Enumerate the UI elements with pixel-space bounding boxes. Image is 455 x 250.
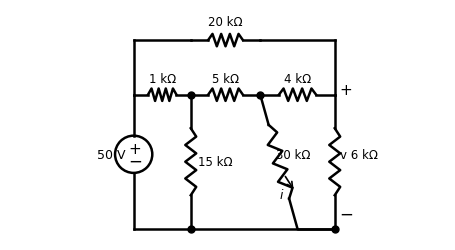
Text: 5 kΩ: 5 kΩ	[212, 72, 238, 86]
Text: −: −	[339, 205, 353, 223]
Text: −: −	[128, 152, 142, 170]
Text: +: +	[128, 141, 141, 156]
Text: 30 kΩ: 30 kΩ	[276, 148, 310, 161]
Text: 15 kΩ: 15 kΩ	[198, 156, 233, 168]
Text: 20 kΩ: 20 kΩ	[208, 16, 243, 28]
Text: v 6 kΩ: v 6 kΩ	[339, 148, 377, 161]
Text: i: i	[279, 188, 283, 201]
Text: 4 kΩ: 4 kΩ	[283, 72, 310, 86]
Text: +: +	[339, 83, 352, 98]
Text: 1 kΩ: 1 kΩ	[148, 72, 176, 86]
Text: 50 V: 50 V	[97, 148, 125, 161]
